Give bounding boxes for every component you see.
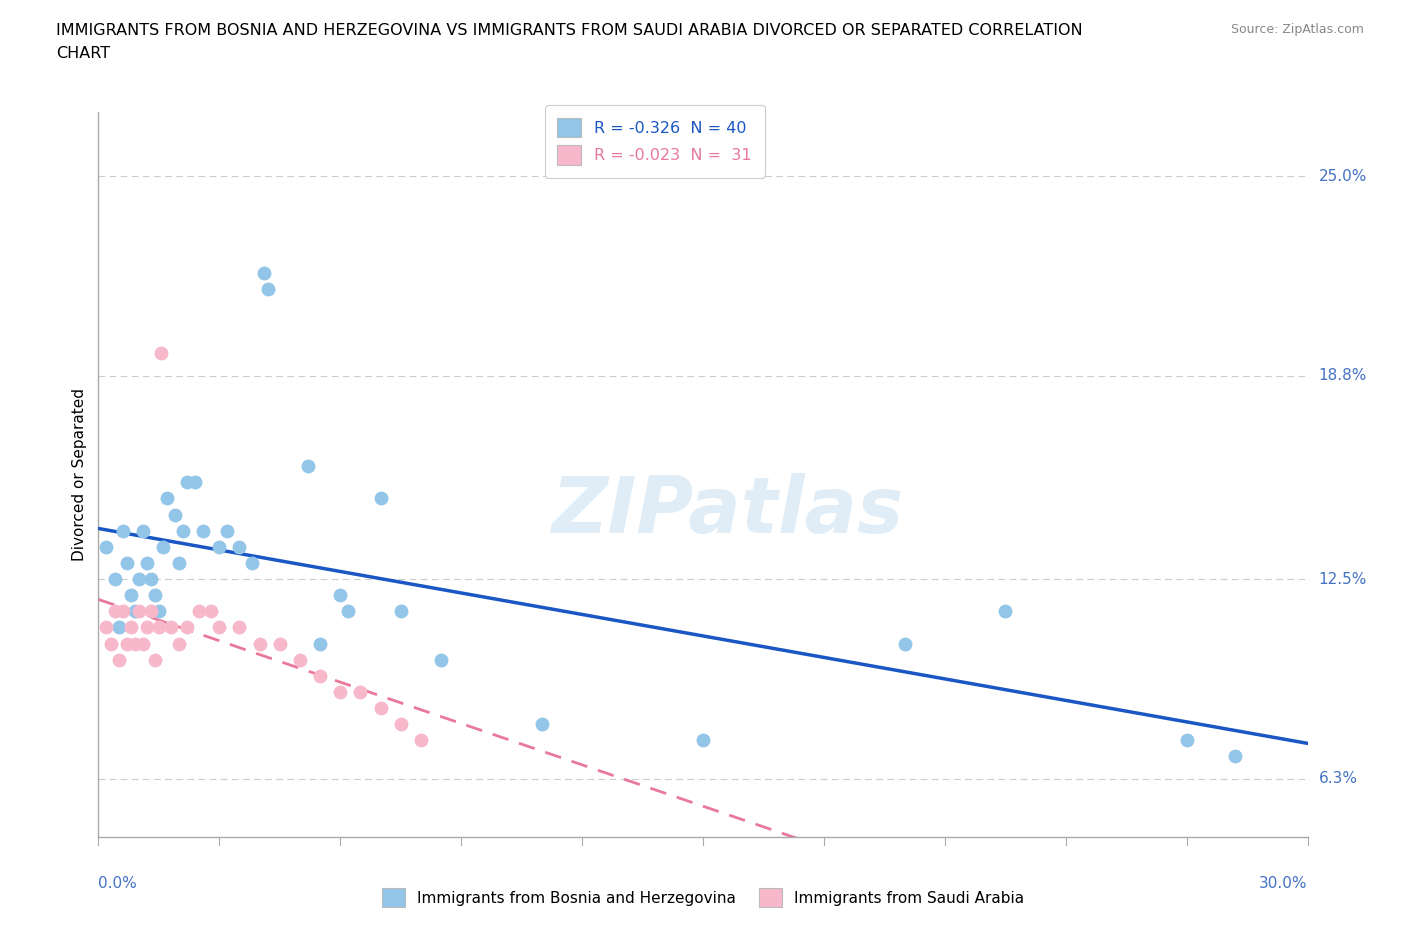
Point: [389, 717, 412, 732]
Point: [152, 539, 174, 554]
Text: IMMIGRANTS FROM BOSNIA AND HERZEGOVINA VS IMMIGRANTS FROM SAUDI ARABIA DIVORCED : IMMIGRANTS FROM BOSNIA AND HERZEGOVINA V…: [56, 23, 1083, 38]
Point: [143, 588, 166, 603]
Text: 12.5%: 12.5%: [1319, 572, 1367, 587]
Point: [228, 539, 250, 554]
Text: ZIPatlas: ZIPatlas: [551, 472, 903, 549]
Point: [120, 588, 142, 603]
Point: [370, 700, 392, 715]
Point: [208, 620, 231, 635]
Text: 30.0%: 30.0%: [1260, 876, 1308, 891]
Point: [120, 620, 142, 635]
Point: [172, 524, 194, 538]
Text: 0.0%: 0.0%: [98, 876, 138, 891]
Point: [893, 636, 915, 651]
Y-axis label: Divorced or Separated: Divorced or Separated: [72, 388, 87, 561]
Point: [184, 475, 207, 490]
Point: [200, 604, 222, 618]
Point: [329, 684, 352, 699]
Point: [128, 572, 150, 587]
Point: [337, 604, 360, 618]
Point: [176, 475, 198, 490]
Point: [111, 524, 134, 538]
Point: [309, 669, 332, 684]
Point: [253, 265, 276, 280]
Legend: R = -0.326  N = 40, R = -0.023  N =  31: R = -0.326 N = 40, R = -0.023 N = 31: [544, 105, 765, 178]
Point: [1223, 749, 1246, 764]
Point: [269, 636, 291, 651]
Point: [124, 636, 146, 651]
Point: [139, 604, 162, 618]
Point: [115, 555, 138, 570]
Point: [240, 555, 263, 570]
Point: [329, 588, 352, 603]
Point: [128, 604, 150, 618]
Legend: Immigrants from Bosnia and Herzegovina, Immigrants from Saudi Arabia: Immigrants from Bosnia and Herzegovina, …: [375, 883, 1031, 913]
Point: [167, 636, 190, 651]
Text: CHART: CHART: [56, 46, 110, 61]
Point: [107, 652, 129, 667]
Point: [135, 620, 157, 635]
Point: [297, 458, 319, 473]
Point: [193, 524, 215, 538]
Point: [111, 604, 134, 618]
Point: [188, 604, 211, 618]
Point: [208, 539, 231, 554]
Point: [409, 733, 432, 748]
Point: [167, 555, 190, 570]
Point: [107, 620, 129, 635]
Point: [100, 636, 122, 651]
Text: 25.0%: 25.0%: [1319, 168, 1367, 183]
Point: [217, 524, 239, 538]
Text: 18.8%: 18.8%: [1319, 368, 1367, 383]
Point: [160, 620, 183, 635]
Point: [176, 620, 198, 635]
Point: [692, 733, 714, 748]
Point: [115, 636, 138, 651]
Point: [349, 684, 371, 699]
Text: 6.3%: 6.3%: [1319, 772, 1358, 787]
Point: [143, 652, 166, 667]
Point: [135, 555, 157, 570]
Point: [96, 620, 118, 635]
Point: [132, 636, 155, 651]
Point: [228, 620, 250, 635]
Point: [124, 604, 146, 618]
Point: [994, 604, 1017, 618]
Point: [103, 604, 125, 618]
Text: Source: ZipAtlas.com: Source: ZipAtlas.com: [1230, 23, 1364, 36]
Point: [96, 539, 118, 554]
Point: [156, 491, 179, 506]
Point: [163, 507, 186, 522]
Point: [256, 282, 278, 297]
Point: [389, 604, 412, 618]
Point: [103, 572, 125, 587]
Point: [249, 636, 271, 651]
Point: [430, 652, 453, 667]
Point: [1175, 733, 1198, 748]
Point: [132, 524, 155, 538]
Point: [288, 652, 311, 667]
Point: [139, 572, 162, 587]
Point: [148, 620, 170, 635]
Point: [370, 491, 392, 506]
Point: [149, 346, 172, 361]
Point: [530, 717, 553, 732]
Point: [148, 604, 170, 618]
Point: [309, 636, 332, 651]
